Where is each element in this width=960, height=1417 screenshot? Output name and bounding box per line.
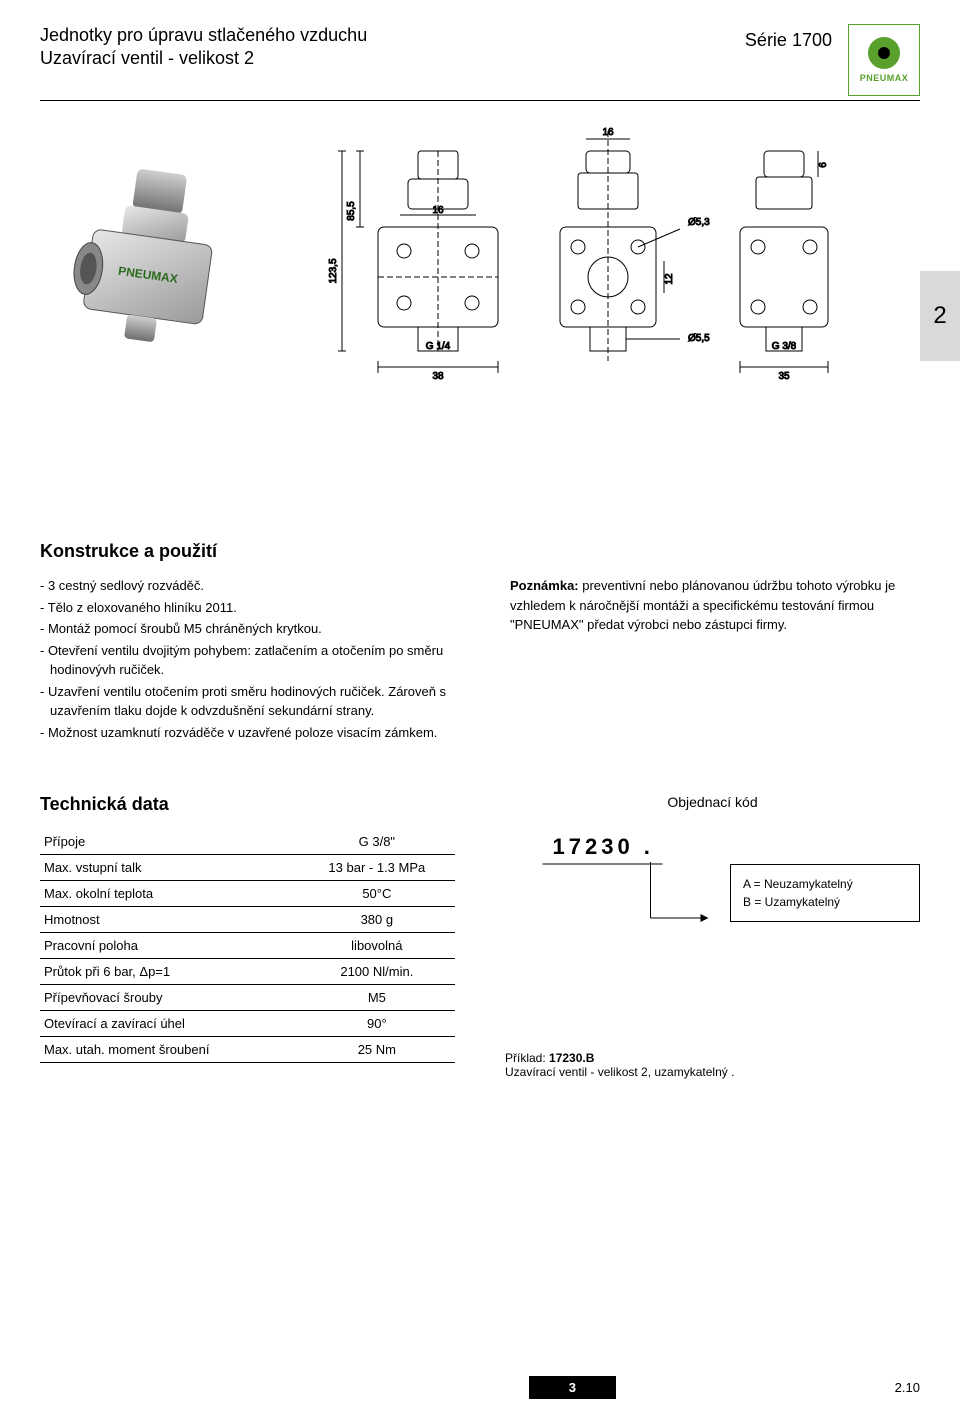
technical-drawings: 123,5 85,5 16 G 1/4 38 [320, 121, 860, 501]
tech-table: PřípojeG 3/8"Max. vstupní talk13 bar - 1… [40, 829, 455, 1063]
construction-item: - Možnost uzamknutí rozváděče v uzavřené… [40, 723, 450, 743]
construction-item: - Otevření ventilu dvojitým pohybem: zat… [40, 641, 450, 680]
dim-h-upper: 85,5 [346, 201, 357, 221]
order-example: Příklad: 17230.B Uzavírací ventil - veli… [505, 1051, 920, 1079]
tech-row-value: G 3/8" [299, 829, 455, 855]
construction-columns: - 3 cestný sedlový rozváděč. - Tělo z el… [40, 576, 920, 744]
dim-w-left: 38 [432, 371, 444, 382]
tech-row: Přípevňovací šroubyM5 [40, 985, 455, 1011]
bottom-section: Technická data PřípojeG 3/8"Max. vstupní… [40, 794, 920, 1079]
dim-d55: Ø5,5 [688, 333, 710, 344]
example-label: Příklad: [505, 1051, 549, 1065]
tech-row: Max. okolní teplota50°C [40, 881, 455, 907]
tech-row-label: Otevírací a zavírací úhel [40, 1011, 299, 1037]
page-number-center: 3 [529, 1376, 616, 1399]
dim-port-left: G 1/4 [426, 341, 451, 352]
tech-row-value: 50°C [299, 881, 455, 907]
tech-row-label: Max. utah. moment šroubení [40, 1037, 299, 1063]
page-number-right: 2.10 [895, 1380, 920, 1395]
tech-row-value: 2100 Nl/min. [299, 959, 455, 985]
note-block: Poznámka: preventivní nebo plánovanou úd… [510, 576, 920, 744]
tech-row: Průtok při 6 bar, Δp=12100 Nl/min. [40, 959, 455, 985]
tech-row-label: Průtok při 6 bar, Δp=1 [40, 959, 299, 985]
order-block: Objednací kód 17230 . A = Neuzamykatelný… [505, 794, 920, 1079]
tech-title: Technická data [40, 794, 455, 815]
page-header: Jednotky pro úpravu stlačeného vzduchu U… [40, 24, 920, 101]
construction-item: - Tělo z eloxovaného hliníku 2011. [40, 598, 450, 618]
section-tab-number: 2 [933, 302, 946, 330]
tech-row-value: libovolná [299, 933, 455, 959]
construction-list: - 3 cestný sedlový rozváděč. - Tělo z el… [40, 576, 450, 744]
order-option: B = Uzamykatelný [743, 893, 907, 911]
construction-title: Konstrukce a použití [40, 541, 920, 562]
tech-row-label: Hmotnost [40, 907, 299, 933]
tech-row-value: 13 bar - 1.3 MPa [299, 855, 455, 881]
dim-w-right: 35 [778, 371, 790, 382]
tech-row-value: 25 Nm [299, 1037, 455, 1063]
series-label: Série 1700 [745, 30, 832, 51]
order-title: Objednací kód [505, 794, 920, 810]
tech-row-value: M5 [299, 985, 455, 1011]
tech-row: Max. vstupní talk13 bar - 1.3 MPa [40, 855, 455, 881]
title-line-2: Uzavírací ventil - velikost 2 [40, 47, 367, 70]
title-line-1: Jednotky pro úpravu stlačeného vzduchu [40, 24, 367, 47]
dim-d53: Ø5,3 [688, 217, 710, 228]
dim-v12: 12 [664, 273, 675, 285]
technical-data: Technická data PřípojeG 3/8"Max. vstupní… [40, 794, 455, 1079]
tech-row: PřípojeG 3/8" [40, 829, 455, 855]
example-code: 17230.B [549, 1051, 594, 1065]
tech-row-value: 380 g [299, 907, 455, 933]
order-options-box: A = Neuzamykatelný B = Uzamykatelný [730, 864, 920, 922]
brand-logo: PNEUMAX [848, 24, 920, 96]
dim-top-h: 6 [818, 162, 829, 168]
dim-h-total: 123,5 [328, 258, 339, 283]
product-photo: PNEUMAX [40, 161, 260, 361]
construction-item: - 3 cestný sedlový rozváděč. [40, 576, 450, 596]
note-label: Poznámka: [510, 578, 579, 593]
tech-row-label: Pracovní poloha [40, 933, 299, 959]
dim-top-w: 16 [602, 127, 614, 138]
tech-row: Pracovní polohalibovolná [40, 933, 455, 959]
construction-item: - Uzavření ventilu otočením proti směru … [40, 682, 450, 721]
page-footer: 3 2.10 [0, 1376, 960, 1399]
order-option: A = Neuzamykatelný [743, 875, 907, 893]
logo-icon [868, 37, 900, 69]
drawing-area: PNEUMAX [40, 121, 920, 501]
header-title: Jednotky pro úpravu stlačeného vzduchu U… [40, 24, 367, 69]
example-text: Uzavírací ventil - velikost 2, uzamykate… [505, 1065, 734, 1079]
tech-row-value: 90° [299, 1011, 455, 1037]
tech-row: Otevírací a zavírací úhel90° [40, 1011, 455, 1037]
tech-row-label: Přípevňovací šrouby [40, 985, 299, 1011]
tech-row-label: Max. okolní teplota [40, 881, 299, 907]
tech-row-label: Max. vstupní talk [40, 855, 299, 881]
construction-item: - Montáž pomocí šroubů M5 chráněných kry… [40, 619, 450, 639]
order-code: 17230 . [553, 834, 654, 859]
logo-text: PNEUMAX [860, 73, 909, 83]
tech-row: Hmotnost380 g [40, 907, 455, 933]
dim-h-mid: 16 [432, 205, 444, 216]
dim-port-right: G 3/8 [772, 341, 797, 352]
tech-row: Max. utah. moment šroubení25 Nm [40, 1037, 455, 1063]
tech-row-label: Přípoje [40, 829, 299, 855]
section-tab: 2 [920, 271, 960, 361]
